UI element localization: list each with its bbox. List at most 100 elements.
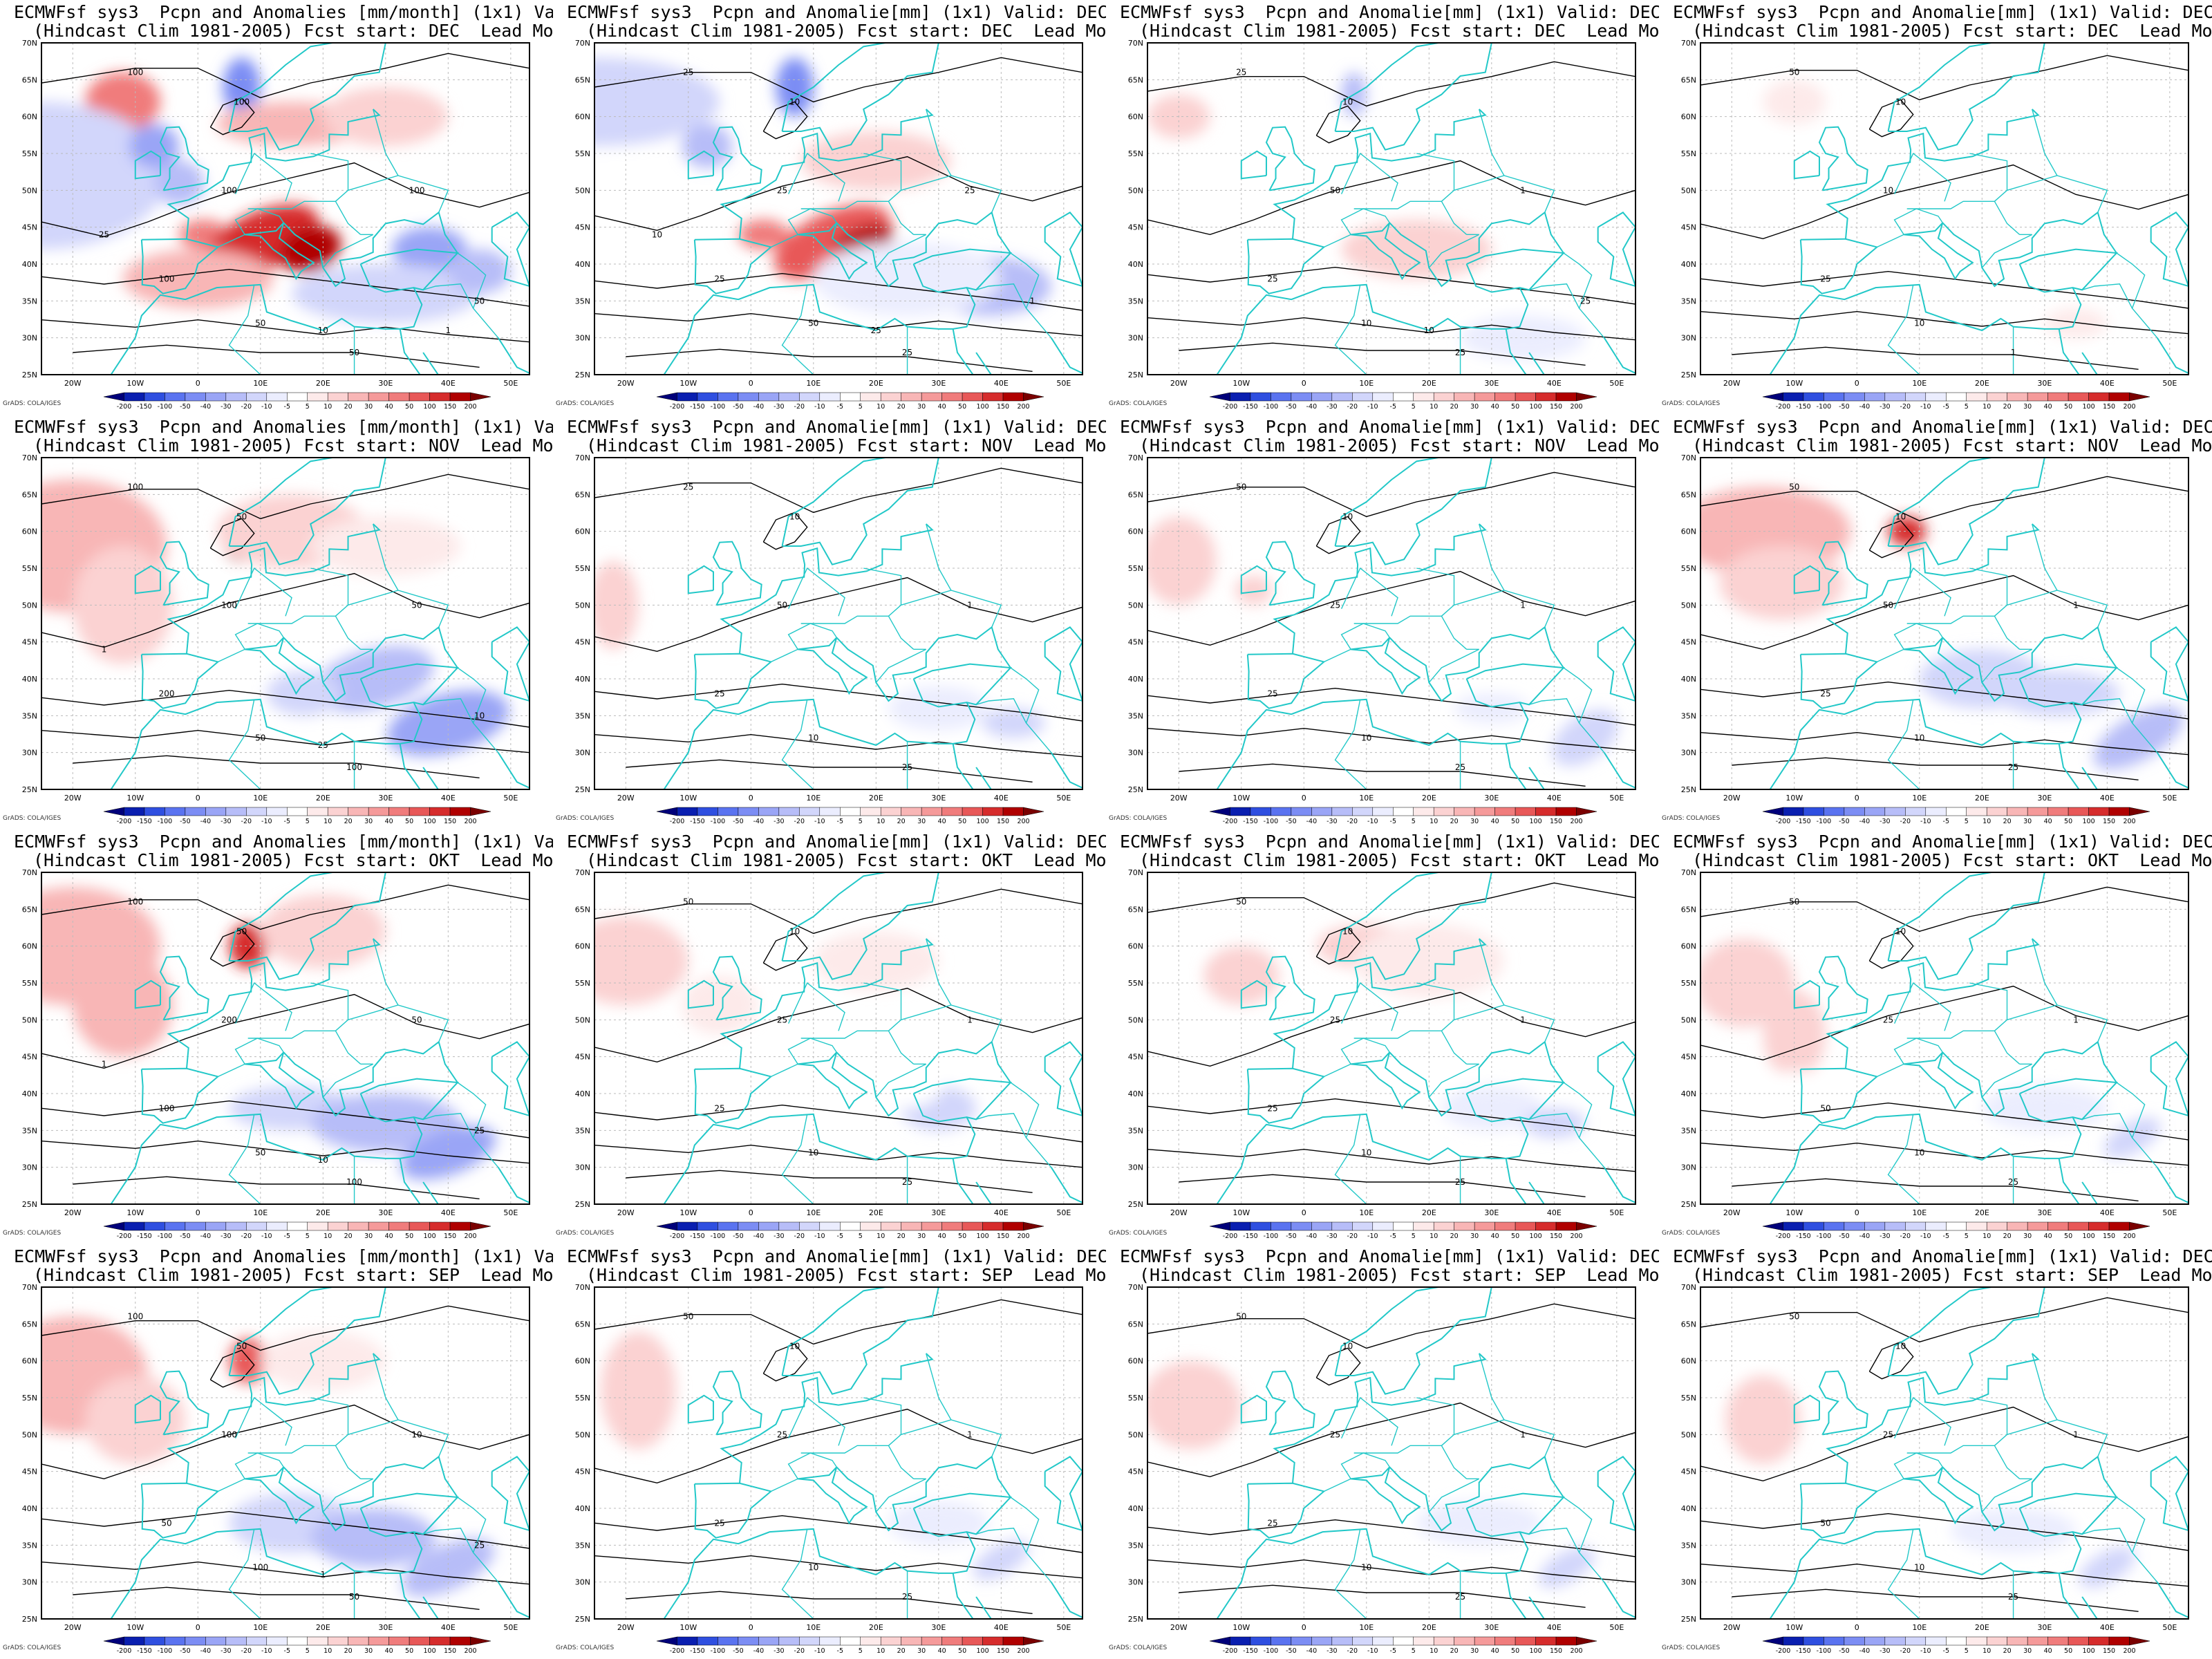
contour-line [762,1343,808,1382]
grads-credit: GrADS: COLA/IGES [1662,1230,1720,1237]
contour-line [1868,520,1914,559]
colorbar-swatch [103,807,124,816]
colorbar-tick-label: -150 [137,1232,152,1240]
map-panel: ECMWFsf sys3 Pcpn and Anomalie[mm] (1x1)… [1106,415,1659,830]
longitude-label: 10W [1232,379,1250,388]
colorbar-tick-label: -150 [690,1232,705,1240]
latitude-label: 70N [575,868,590,877]
country-border [926,938,952,1006]
country-border [1416,1397,1455,1446]
latitude-label: 35N [1681,1126,1696,1135]
colorbar-swatch [470,392,491,402]
colorbar-swatch [124,1221,145,1231]
country-border [1906,1445,2021,1479]
coastline [399,328,421,375]
colorbar-tick-label: -50 [1286,403,1297,411]
coastline [2059,1116,2082,1159]
colorbar-tick-label: -20 [1347,818,1358,825]
colorbar-swatch [205,1221,227,1231]
contour-line [594,467,1082,514]
country-border [1416,982,1455,1031]
colorbar-tick-label: -40 [1306,1232,1318,1240]
plot-frame [594,457,1083,790]
coastline [400,287,423,330]
contour-label: 100 [234,97,250,106]
colorbar-swatch [165,1221,186,1231]
colorbar-tick-label: 30 [2023,1647,2032,1655]
colorbar-tick-label: -5 [1390,818,1396,825]
colorbar-tick-label: 50 [2064,403,2072,411]
latitude-label: 35N [22,297,37,306]
coastline [2081,352,2099,375]
colorbar-tick-label: -10 [1367,818,1378,825]
colorbar-tick-label: 20 [344,403,353,411]
colorbar-swatch [2088,1221,2110,1231]
contour-label: 10 [1914,318,1924,328]
country-border [1010,667,1040,724]
panel-title-line1: ECMWFsf sys3 Pcpn and Anomalies [mm/mont… [14,832,553,852]
colorbar-tick-label: 5 [1412,403,1416,411]
country-border [247,1445,362,1479]
colorbar-swatch [307,1221,328,1231]
anomaly-area [601,1331,676,1450]
contour-label: 25 [474,1125,485,1135]
colorbar-swatch [982,1636,1004,1646]
colorbar-tick-label: 30 [1470,818,1479,825]
coastline [836,1040,1011,1117]
colorbar-swatch [799,807,821,816]
coastline [399,1573,421,1619]
contour-line [594,987,1082,1063]
colorbar-swatch [2108,1221,2130,1231]
map-plot: 502550102510170N65N60N55N50N45N40N35N30N… [1662,868,2189,1240]
colorbar-tick-label: -10 [261,1232,272,1240]
contour-label: 10 [1914,1147,1924,1157]
colorbar-swatch [1864,807,1886,816]
coastline [2081,1596,2099,1619]
colorbar-swatch [738,1636,759,1646]
coastline [712,955,762,1021]
colorbar-swatch [1555,1636,1577,1646]
map-panel: ECMWFsf sys3 Pcpn and Anomalie[mm] (1x1)… [1106,1244,1659,1659]
contour-line [41,1100,529,1138]
colorbar-swatch [1844,1221,1865,1231]
coastline [2156,1582,2188,1618]
contour-label: 25 [1267,1518,1277,1528]
colorbar-tick-label: -150 [690,818,705,825]
latitude-label: 55N [1128,149,1143,158]
coastline [712,541,762,606]
longitude-label: 10W [1785,1208,1803,1217]
latitude-label: 25N [22,785,37,794]
latitude-label: 65N [1128,1320,1143,1329]
colorbar-swatch [1002,1636,1024,1646]
latitude-label: 40N [1128,675,1143,684]
grads-credit: GrADS: COLA/IGES [3,400,61,407]
latitude-label: 25N [575,1615,590,1624]
colorbar-tick-label: 40 [385,403,393,411]
country-border [975,1113,1052,1168]
colorbar-tick-label: 30 [364,818,373,825]
coastline [1389,626,1564,702]
grads-credit: GrADS: COLA/IGES [3,1644,61,1651]
country-border [2081,1113,2158,1168]
colorbar-tick-label: 150 [1550,1647,1562,1655]
colorbar-swatch [266,1221,288,1231]
contour-label: 1 [1520,600,1526,610]
contour-label: 10 [474,711,485,720]
coastline [1887,458,2045,565]
coastline [497,337,529,374]
colorbar-swatch [1946,1636,1967,1646]
anomaly-area [400,1125,496,1180]
colorbar-swatch [1271,1636,1292,1646]
colorbar-swatch [1515,1221,1536,1231]
latitude-label: 40N [22,1089,37,1098]
longitude-label: 10W [1232,794,1250,803]
colorbar-tick-label: 10 [1983,818,1991,825]
latitude-label: 40N [22,1504,37,1513]
colorbar-tick-label: 40 [2044,1647,2052,1655]
latitude-label: 30N [1681,1163,1696,1172]
panel-title-line2: (Hindcast Clim 1981-2005) Fcst start: NO… [586,435,1106,456]
colorbar-tick-label: 40 [1491,818,1499,825]
colorbar-tick-label: 150 [1550,1232,1562,1240]
latitude-label: 45N [1128,638,1143,647]
contour-label: 10 [1895,926,1906,936]
